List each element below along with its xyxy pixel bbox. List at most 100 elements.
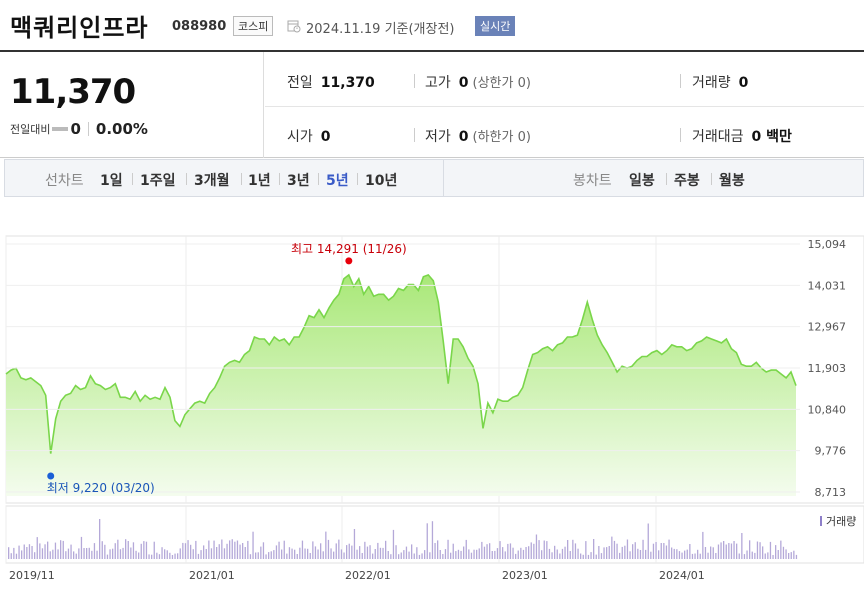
divider <box>443 160 444 196</box>
volume-bar <box>632 544 634 559</box>
y-tick-label: 12,967 <box>808 321 847 334</box>
tab-3m[interactable]: 3개월 <box>194 173 230 189</box>
volume-bar <box>712 547 714 559</box>
volume-bar <box>127 541 129 559</box>
volume-bar <box>603 547 605 559</box>
volume-bar <box>65 551 67 559</box>
volume-bar <box>148 554 150 559</box>
volume-bar <box>231 539 233 559</box>
volume-bar <box>476 549 478 560</box>
stock-name: 맥쿼리인프라 <box>10 14 149 42</box>
volume-bar <box>509 543 512 559</box>
volume-bar <box>216 547 218 559</box>
volume-bar <box>26 547 28 559</box>
open-price: 시가 0 <box>287 126 331 146</box>
volume-bar <box>249 554 252 559</box>
volume-bar <box>257 552 259 559</box>
y-tick-label: 15,094 <box>808 238 847 251</box>
volume-bar <box>793 550 795 559</box>
volume-bar <box>580 553 582 559</box>
realtime-button[interactable]: 실시간 <box>475 16 516 36</box>
candle-chart-label: 봉차트 <box>573 173 612 189</box>
volume-bar <box>499 541 501 559</box>
volume-bar <box>239 544 241 559</box>
volume-bar <box>169 552 171 559</box>
volume-bar <box>658 550 660 559</box>
volume-bar <box>372 553 374 559</box>
tab-weekly[interactable]: 주봉 <box>674 173 700 189</box>
volume-bar <box>788 553 790 559</box>
volume-bar <box>507 543 509 559</box>
volume-bar <box>730 543 733 559</box>
volume-label: 거래량 <box>692 75 731 91</box>
volume-bar <box>634 542 636 559</box>
volume-bar <box>140 543 142 559</box>
divider <box>279 173 280 185</box>
volume-bar <box>143 541 145 559</box>
volume-bar <box>715 553 717 559</box>
line-chart-label: 선차트 <box>45 173 84 189</box>
volume-bar <box>73 551 75 559</box>
volume-bar <box>83 548 85 559</box>
volume-bar <box>182 542 184 559</box>
divider <box>414 128 415 142</box>
volume-bar <box>577 548 579 559</box>
volume-bar <box>520 547 522 559</box>
volume-bar <box>470 552 473 559</box>
tab-10y[interactable]: 10년 <box>365 173 398 189</box>
divider <box>680 74 681 88</box>
volume-bar <box>554 545 556 559</box>
volume-bar <box>483 546 486 559</box>
divider <box>132 173 133 185</box>
tab-monthly[interactable]: 월봉 <box>719 173 745 189</box>
volume-bar <box>91 550 93 559</box>
tab-daily[interactable]: 일봉 <box>629 173 655 189</box>
volume-bar <box>283 540 285 559</box>
volume-bar <box>473 549 475 559</box>
volume-bar <box>767 552 769 559</box>
tab-3y[interactable]: 3년 <box>287 173 310 189</box>
volume-bar <box>746 550 748 559</box>
price-chart[interactable]: 15,094 14,031 12,967 11,903 10,840 9,776 8,713… <box>0 198 864 590</box>
volume-bar <box>286 553 288 559</box>
low-value: 0 <box>458 129 469 145</box>
volume-bar <box>99 519 101 559</box>
high-marker <box>345 257 353 265</box>
volume-bar <box>382 547 384 559</box>
volume-bar <box>691 553 694 559</box>
tab-1y[interactable]: 1년 <box>248 173 271 189</box>
tab-1d[interactable]: 1일 <box>100 173 123 189</box>
volume-bar <box>317 549 319 559</box>
tab-1w[interactable]: 1주일 <box>140 173 176 189</box>
volume-bar <box>52 549 54 559</box>
volume-bar <box>109 549 111 559</box>
volume-bar <box>502 547 504 559</box>
trade-amount: 거래대금 0 백만 <box>692 126 792 146</box>
volume-bar <box>769 541 772 559</box>
volume-bar <box>106 554 109 559</box>
divider <box>87 122 89 136</box>
volume-bar <box>41 548 44 559</box>
volume-bar <box>608 546 610 559</box>
volume-bar <box>273 550 275 559</box>
current-price: 11,370 <box>10 72 136 112</box>
volume-bar <box>47 541 49 559</box>
volume-bar <box>151 554 153 559</box>
volume-bar <box>54 542 57 559</box>
volume-bars <box>8 519 798 560</box>
volume-bar <box>494 550 496 559</box>
volume-bar <box>18 545 20 559</box>
tab-5y[interactable]: 5년 <box>326 173 349 189</box>
volume-bar <box>616 543 618 559</box>
volume-bar <box>119 549 122 559</box>
volume-bar <box>496 548 499 559</box>
volume-bar <box>795 554 798 559</box>
volume-bar <box>684 550 686 559</box>
volume-bar <box>361 553 363 559</box>
amount-value: 0 백만 <box>751 129 792 145</box>
volume-bar <box>593 539 595 559</box>
volume-bar <box>312 541 314 559</box>
volume-bar <box>689 544 691 559</box>
volume-bar <box>517 550 519 559</box>
volume-bar <box>60 540 62 559</box>
